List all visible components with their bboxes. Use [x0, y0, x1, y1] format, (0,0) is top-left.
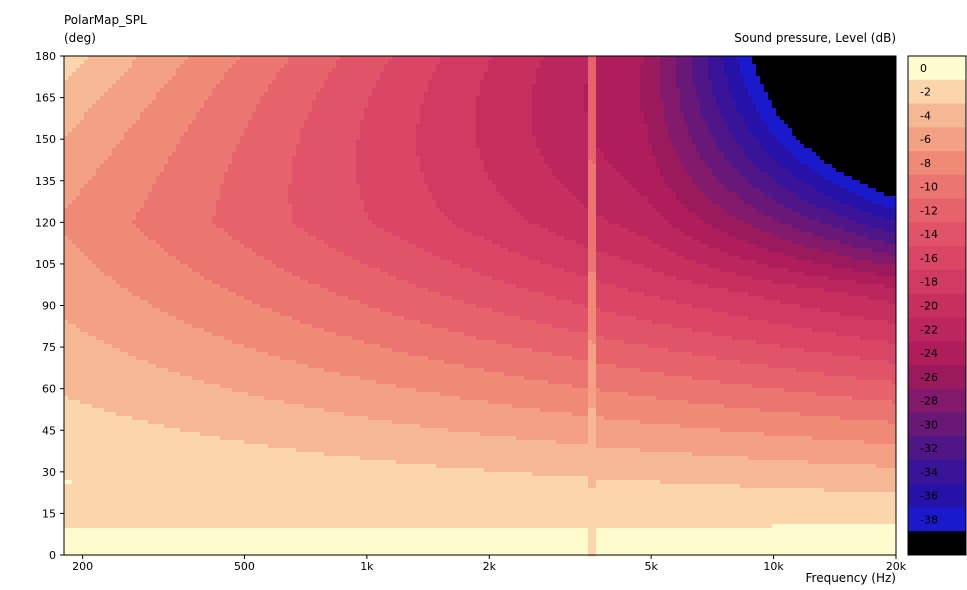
colorbar: 0 -2 -4 -6 -8 -10 -12 -14 -16 -18 -20 -22 -24 -26 -28 -…: [908, 56, 966, 556]
y-tick-label: 90: [42, 300, 56, 313]
y-tick-label: 180: [35, 50, 56, 63]
y-tick-label: 150: [35, 133, 56, 146]
x-tick-label: 200: [72, 560, 93, 573]
colorbar-level-label: -38: [920, 513, 938, 526]
colorbar-level-label: -4: [920, 109, 931, 122]
colorbar-level-label: -24: [920, 347, 938, 360]
x-tick-label: 1k: [360, 560, 374, 573]
colorbar-level-label: 0: [920, 62, 927, 75]
y-tick-label: 45: [42, 424, 56, 437]
colorbar-swatch: [908, 104, 966, 128]
x-tick-label: 5k: [644, 560, 658, 573]
colorbar-level-label: -32: [920, 442, 938, 455]
colorbar-level-label: -40: [920, 537, 938, 550]
colorbar-level-label: -12: [920, 204, 938, 217]
heatmap-plot-area: [64, 56, 897, 557]
colorbar-level-label: -30: [920, 418, 938, 431]
y-tick-label: 60: [42, 383, 56, 396]
colorbar-swatch: [908, 127, 966, 151]
y-tick-label: 135: [35, 175, 56, 188]
colorbar-level-label: -2: [920, 86, 931, 99]
colorbar-level-label: -20: [920, 300, 938, 313]
colorbar-level-label: -28: [920, 395, 938, 408]
colorbar-swatch: [908, 56, 966, 80]
y-tick-label: 0: [49, 549, 56, 562]
x-tick-label: 10k: [763, 560, 784, 573]
colorbar-level-label: -8: [920, 157, 931, 170]
colorbar-level-label: -14: [920, 228, 938, 241]
colorbar-level-label: -10: [920, 181, 938, 194]
y-tick-label: 120: [35, 216, 56, 229]
y-tick-label: 75: [42, 341, 56, 354]
x-tick-label: 2k: [483, 560, 497, 573]
y-tick-label: 165: [35, 92, 56, 105]
x-tick-label: 20k: [886, 560, 907, 573]
colorbar-level-label: -6: [920, 133, 931, 146]
colorbar-swatch: [908, 80, 966, 104]
colorbar-level-label: -22: [920, 323, 938, 336]
colorbar-swatch: [908, 151, 966, 175]
colorbar-level-label: -36: [920, 490, 938, 503]
colorbar-level-label: -16: [920, 252, 938, 265]
colorbar-level-label: -26: [920, 371, 938, 384]
colorbar-level-label: -34: [920, 466, 938, 479]
colorbar-level-label: -18: [920, 276, 938, 289]
y-tick-label: 105: [35, 258, 56, 271]
y-tick-label: 15: [42, 507, 56, 520]
y-tick-label: 30: [42, 466, 56, 479]
x-tick-label: 500: [234, 560, 255, 573]
